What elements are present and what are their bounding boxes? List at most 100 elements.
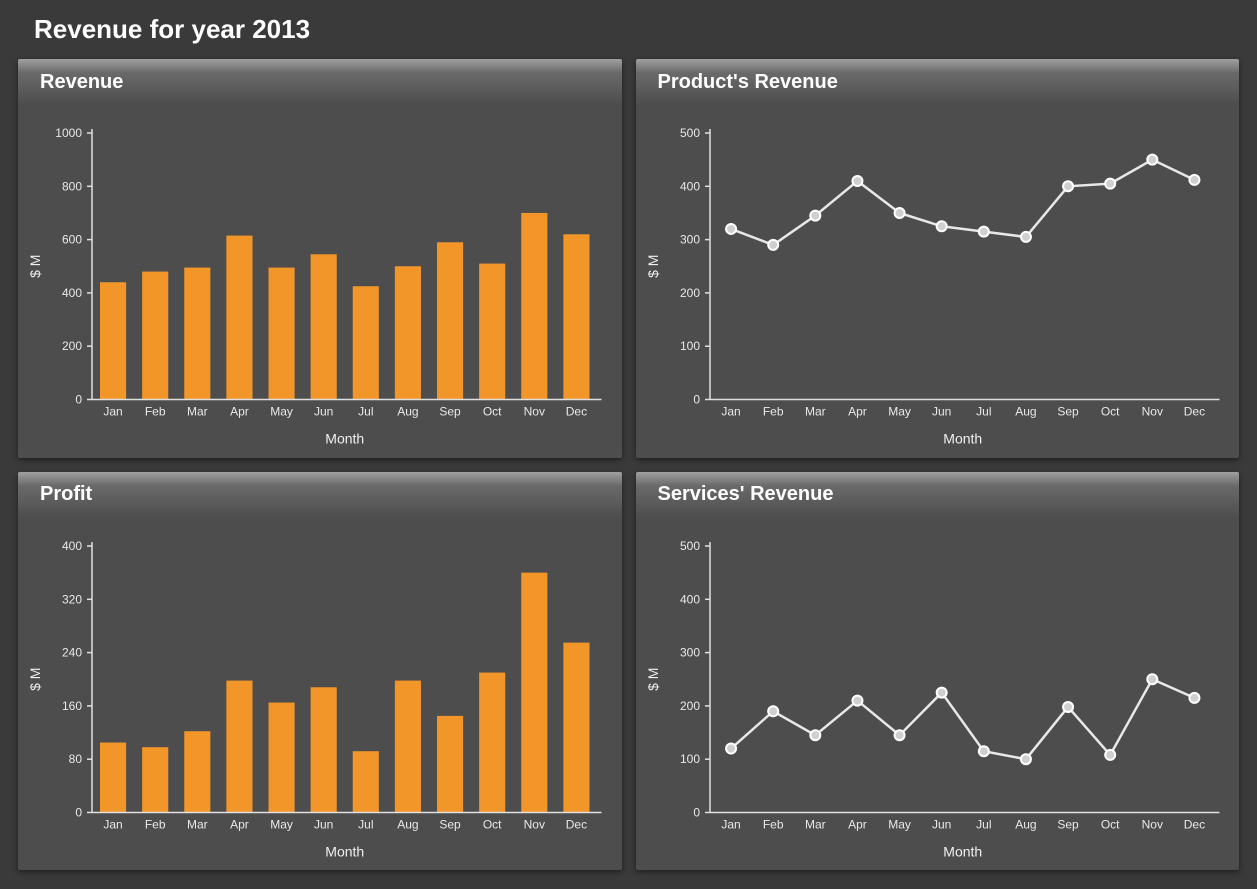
line-marker [768, 240, 778, 250]
chart-services-revenue: 0100200300400500JanFebMarAprMayJunJulAug… [636, 518, 1240, 871]
svg-text:Jul: Jul [976, 817, 991, 831]
svg-text:Feb: Feb [145, 817, 166, 831]
bar [437, 715, 463, 812]
svg-text:Nov: Nov [524, 817, 545, 831]
bar [479, 264, 505, 400]
svg-text:Nov: Nov [524, 405, 545, 419]
svg-text:Jun: Jun [314, 405, 333, 419]
dashboard-title: Revenue for year 2013 [0, 0, 1257, 59]
line-marker [810, 211, 820, 221]
panel-grid: Revenue 02004006008001000JanFebMarAprMay… [0, 59, 1257, 888]
svg-text:Apr: Apr [230, 405, 249, 419]
bar [269, 702, 295, 812]
svg-text:Sep: Sep [439, 817, 461, 831]
svg-text:0: 0 [693, 805, 700, 819]
svg-text:Oct: Oct [483, 405, 502, 419]
svg-text:300: 300 [679, 645, 699, 659]
y-axis-title: $ M [27, 667, 43, 690]
svg-text:100: 100 [679, 339, 699, 353]
bar [100, 282, 126, 399]
bar [563, 234, 589, 399]
bar [395, 680, 421, 812]
panel-profit: Profit 080160240320400JanFebMarAprMayJun… [18, 472, 622, 871]
panel-title-profit: Profit [40, 483, 92, 506]
bar [479, 672, 505, 812]
bar [353, 286, 379, 399]
svg-text:Jul: Jul [358, 405, 373, 419]
svg-text:500: 500 [679, 126, 699, 140]
line-marker [726, 224, 736, 234]
svg-text:200: 200 [679, 286, 699, 300]
line-marker [1189, 175, 1199, 185]
dashboard: Revenue for year 2013 Revenue 0200400600… [0, 0, 1257, 889]
bar [311, 254, 337, 399]
svg-text:Apr: Apr [230, 817, 249, 831]
line-marker [1020, 232, 1030, 242]
svg-text:Sep: Sep [439, 405, 461, 419]
svg-text:Mar: Mar [187, 817, 208, 831]
svg-text:Jan: Jan [721, 405, 740, 419]
x-axis-title: Month [943, 843, 982, 859]
svg-text:Apr: Apr [848, 817, 867, 831]
bar [269, 268, 295, 400]
svg-text:Jun: Jun [314, 817, 333, 831]
bar [142, 747, 168, 812]
line-marker [768, 706, 778, 716]
svg-text:400: 400 [62, 539, 82, 553]
svg-text:Mar: Mar [804, 405, 825, 419]
svg-text:Dec: Dec [1183, 817, 1204, 831]
svg-text:May: May [270, 405, 293, 419]
line-marker [1020, 754, 1030, 764]
svg-text:Jun: Jun [932, 405, 951, 419]
line-marker [1189, 692, 1199, 702]
svg-text:Feb: Feb [145, 405, 166, 419]
line-marker [1105, 749, 1115, 759]
svg-text:May: May [888, 405, 911, 419]
line-marker [852, 176, 862, 186]
y-axis-title: $ M [645, 255, 661, 278]
x-axis-title: Month [325, 431, 364, 447]
y-axis-title: $ M [27, 255, 43, 278]
svg-text:Jul: Jul [358, 817, 373, 831]
svg-text:Mar: Mar [804, 817, 825, 831]
line-marker [1063, 701, 1073, 711]
chart-revenue: 02004006008001000JanFebMarAprMayJunJulAu… [18, 105, 622, 458]
svg-text:Oct: Oct [1100, 405, 1119, 419]
panel-revenue: Revenue 02004006008001000JanFebMarAprMay… [18, 59, 622, 458]
bar [437, 242, 463, 399]
bar [521, 572, 547, 812]
line-marker [894, 208, 904, 218]
line-series [731, 679, 1194, 759]
svg-text:Jan: Jan [103, 817, 122, 831]
line-marker [1147, 155, 1157, 165]
svg-text:320: 320 [62, 592, 82, 606]
svg-text:Dec: Dec [566, 405, 587, 419]
svg-text:240: 240 [62, 645, 82, 659]
svg-text:Oct: Oct [483, 817, 502, 831]
line-marker [726, 743, 736, 753]
svg-text:Aug: Aug [1015, 405, 1036, 419]
svg-text:100: 100 [679, 752, 699, 766]
svg-text:Apr: Apr [848, 405, 867, 419]
svg-text:300: 300 [679, 233, 699, 247]
panel-header-profit: Profit [18, 472, 622, 518]
svg-text:Aug: Aug [1015, 817, 1036, 831]
bar [353, 751, 379, 812]
panel-title-revenue: Revenue [40, 71, 123, 94]
line-marker [936, 687, 946, 697]
bar [142, 272, 168, 400]
svg-text:0: 0 [693, 393, 700, 407]
line-marker [978, 746, 988, 756]
bar [521, 213, 547, 400]
svg-text:500: 500 [679, 539, 699, 553]
svg-text:Nov: Nov [1141, 817, 1162, 831]
line-marker [810, 730, 820, 740]
panel-title-product-revenue: Product's Revenue [658, 71, 838, 94]
svg-text:Jan: Jan [721, 817, 740, 831]
panel-header-revenue: Revenue [18, 59, 622, 105]
svg-text:800: 800 [62, 179, 82, 193]
svg-text:400: 400 [62, 286, 82, 300]
svg-text:80: 80 [69, 752, 83, 766]
svg-text:160: 160 [62, 698, 82, 712]
chart-product-revenue: 0100200300400500JanFebMarAprMayJunJulAug… [636, 105, 1240, 458]
